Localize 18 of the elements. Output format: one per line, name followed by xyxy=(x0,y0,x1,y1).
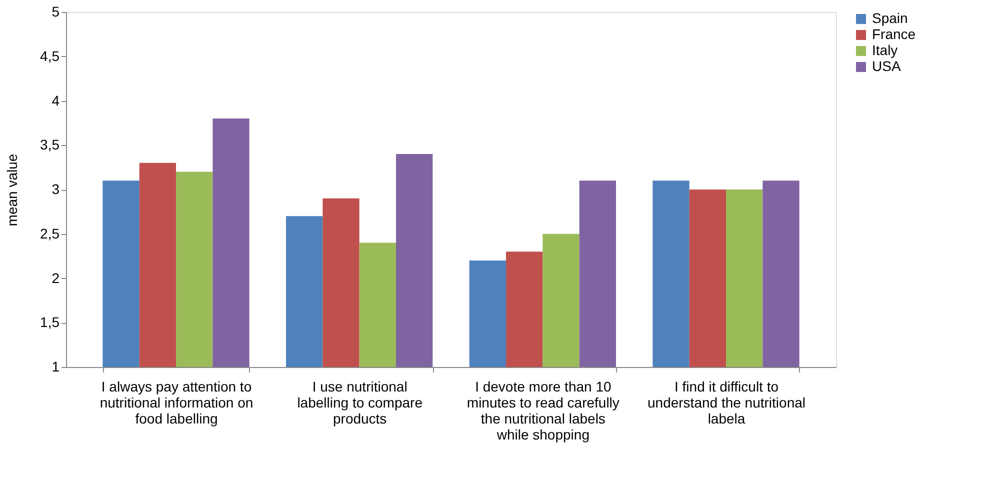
y-tick-label: 5 xyxy=(52,4,60,20)
legend-label: Italy xyxy=(872,42,898,58)
y-axis-title: mean value xyxy=(4,154,20,226)
x-tick-label: I always pay attention to nutritional information on food labelling xyxy=(100,378,254,426)
legend-label: France xyxy=(872,26,916,42)
legend-label: Spain xyxy=(872,10,908,26)
y-tick-label: 1,5 xyxy=(40,314,60,330)
legend-label: USA xyxy=(872,58,902,74)
x-tick-label: I use nutritional labelling to compare products xyxy=(297,378,423,426)
y-tick-label: 4 xyxy=(52,92,60,108)
y-tick-label: 1 xyxy=(52,358,60,374)
y-tick-label: 3,5 xyxy=(40,136,60,153)
y-tick-label: 2,5 xyxy=(40,225,60,242)
x-tick-label: I find it difficult to understand the nutritional labela xyxy=(648,378,806,426)
y-tick-label: 3 xyxy=(52,181,60,197)
x-tick-label: I devote more than 10 minutes to read carefully the nutritional labels while shopping xyxy=(466,378,620,442)
y-tick-label: 2 xyxy=(52,270,60,286)
y-tick-label: 4,5 xyxy=(40,48,60,64)
